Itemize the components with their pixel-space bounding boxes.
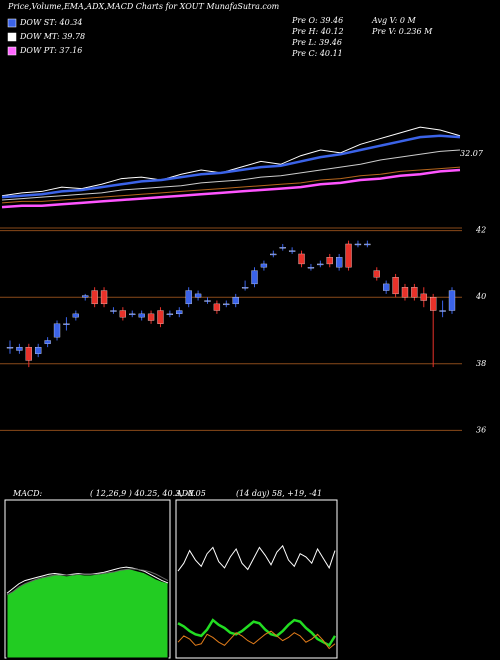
annotation: 32.07 bbox=[460, 149, 484, 158]
y-tick-label: 36 bbox=[476, 425, 486, 434]
page-title: Price,Volume,EMA,ADX,MACD Charts for XOU… bbox=[7, 2, 280, 11]
candle-body bbox=[72, 313, 79, 318]
series-line bbox=[177, 630, 336, 650]
candle-body bbox=[260, 263, 268, 268]
candle-body bbox=[129, 313, 136, 316]
candle-body bbox=[204, 300, 211, 302]
legend-swatch bbox=[7, 46, 17, 56]
candle-body bbox=[91, 290, 98, 305]
legend-swatch bbox=[7, 32, 17, 42]
candle-body bbox=[279, 247, 286, 249]
legend-swatch bbox=[7, 18, 17, 28]
y-tick-label: 40 bbox=[475, 292, 486, 301]
series-line bbox=[6, 568, 169, 596]
candle-body bbox=[373, 270, 380, 278]
series-line bbox=[1, 126, 461, 197]
panel-title: ADX bbox=[175, 489, 194, 498]
stat-text: Pre C: 40.11 bbox=[291, 49, 343, 58]
candle-body bbox=[345, 243, 352, 268]
legend-label: DOW MT: 39.78 bbox=[19, 32, 85, 41]
series-line bbox=[1, 168, 461, 209]
candle-body bbox=[354, 243, 362, 246]
legend-label: DOW PT: 37.16 bbox=[19, 46, 82, 55]
series-line bbox=[177, 544, 336, 572]
series-line bbox=[177, 618, 337, 648]
candle-body bbox=[166, 313, 174, 316]
candle-body bbox=[420, 293, 427, 301]
candle-body bbox=[185, 290, 192, 305]
candle-body bbox=[223, 303, 230, 306]
series-line bbox=[1, 149, 461, 201]
panel-subtitle: (14 day) 58, +19, -41 bbox=[236, 489, 322, 498]
candle-body bbox=[335, 257, 343, 268]
candle-body bbox=[100, 290, 108, 305]
candle-body bbox=[82, 295, 89, 298]
candle-body bbox=[326, 257, 333, 265]
candle-body bbox=[16, 346, 23, 351]
candle-body bbox=[439, 310, 446, 312]
candle-body bbox=[448, 290, 456, 311]
candle-body bbox=[6, 346, 14, 349]
panel-title: MACD: bbox=[12, 489, 43, 498]
candle-body bbox=[44, 340, 51, 344]
stat-text: Pre L: 39.46 bbox=[291, 38, 342, 47]
stat-text: Pre V: 0.236 M bbox=[371, 27, 433, 36]
stat-text: Pre O: 39.46 bbox=[291, 16, 343, 25]
candle-body bbox=[251, 270, 258, 285]
series-line bbox=[1, 166, 461, 204]
candle-body bbox=[392, 277, 399, 295]
candle-body bbox=[401, 287, 409, 298]
candle-body bbox=[288, 250, 296, 252]
stat-text: Pre H: 40.12 bbox=[291, 27, 344, 36]
panel-subtitle: ( 12,26,9 ) 40.25, 40.3, -0.05 bbox=[90, 489, 206, 498]
candle-body bbox=[157, 310, 164, 324]
candle-body bbox=[298, 253, 305, 265]
candle-body bbox=[63, 323, 70, 325]
candle-body bbox=[25, 346, 32, 361]
candle-body bbox=[35, 346, 42, 354]
macd-area bbox=[6, 568, 169, 659]
y-tick-label: 42 bbox=[475, 226, 486, 235]
candle-body bbox=[213, 303, 221, 311]
candle-body bbox=[411, 287, 418, 298]
candle-body bbox=[147, 313, 155, 321]
candle-body bbox=[176, 310, 183, 315]
candle-body bbox=[241, 287, 249, 289]
candle-body bbox=[119, 310, 127, 318]
candle-body bbox=[364, 243, 371, 246]
candle-body bbox=[138, 313, 145, 318]
candle-body bbox=[383, 283, 390, 291]
legend-label: DOW ST: 40.34 bbox=[19, 18, 82, 27]
candle-body bbox=[232, 297, 239, 305]
candle-body bbox=[430, 297, 437, 311]
candle-body bbox=[110, 310, 117, 312]
candle-body bbox=[307, 267, 315, 269]
y-tick-label: 38 bbox=[476, 359, 486, 368]
candle-body bbox=[317, 263, 324, 266]
candle-body bbox=[53, 323, 61, 338]
candle-body bbox=[270, 253, 277, 256]
series-line bbox=[1, 134, 461, 199]
stat-text: Avg V: 0 M bbox=[371, 16, 416, 25]
candle-body bbox=[194, 293, 202, 298]
